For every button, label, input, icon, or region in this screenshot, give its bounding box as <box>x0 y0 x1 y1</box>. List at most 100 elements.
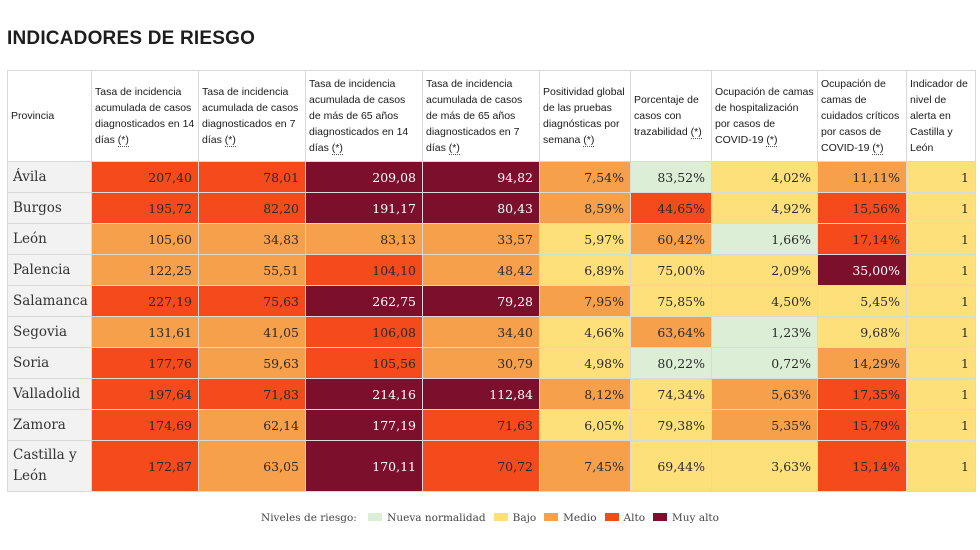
indicator-value-cell: 1 <box>906 161 976 193</box>
indicator-value-cell: 11,11% <box>817 161 907 193</box>
indicator-value-cell: 17,14% <box>817 223 907 255</box>
indicator-value-cell: 62,14 <box>198 409 306 441</box>
legend-item-label: Alto <box>623 512 646 524</box>
table-row: Zamora 174,69 62,14 177,19 71,63 6,05% 79,38% 5… <box>7 409 976 441</box>
column-header-6: Porcentaje de casos con trazabilidad (*) <box>630 70 712 162</box>
indicator-value-cell: 6,05% <box>539 409 631 441</box>
indicator-value-cell: 177,76 <box>91 347 199 379</box>
province-name-cell: Salamanca <box>7 285 92 317</box>
table-row: Ávila 207,40 78,01 209,08 94,82 7,54% 83,52% 4,… <box>7 161 976 193</box>
column-header-5: Positividad global de las pruebas diagnó… <box>539 70 631 162</box>
indicator-value-cell: 55,51 <box>198 254 306 286</box>
legend-label: Niveles de riesgo: <box>261 512 357 524</box>
indicator-value-cell: 80,43 <box>422 192 540 224</box>
column-header-text: Tasa de incidencia acumulada de casos di… <box>202 86 299 146</box>
table-row: Segovia 131,61 41,05 106,08 34,40 4,66% 63,64%… <box>7 316 976 348</box>
indicator-value-cell: 7,54% <box>539 161 631 193</box>
indicator-value-cell: 214,16 <box>305 378 423 410</box>
legend-swatch <box>544 513 559 521</box>
indicator-value-cell: 48,42 <box>422 254 540 286</box>
indicator-value-cell: 4,66% <box>539 316 631 348</box>
column-header-text: Positividad global de las pruebas diagnó… <box>543 86 625 146</box>
table-row: León 105,60 34,83 83,13 33,57 5,97% 60,42% 1,66… <box>7 223 976 255</box>
table-row: Soria 177,76 59,63 105,56 30,79 4,98% 80,22% 0,… <box>7 347 976 379</box>
table-header-row: Provincia Tasa de incidencia acumulada de… <box>7 70 976 162</box>
indicator-value-cell: 3,63% <box>711 440 818 492</box>
footnote-marker[interactable]: (*) <box>766 134 778 147</box>
indicator-value-cell: 74,34% <box>630 378 712 410</box>
footnote-marker[interactable]: (*) <box>583 134 595 147</box>
indicator-value-cell: 1 <box>906 192 976 224</box>
indicator-value-cell: 177,19 <box>305 409 423 441</box>
indicator-value-cell: 41,05 <box>198 316 306 348</box>
legend-item-medio: Medio <box>544 512 597 524</box>
column-header-3: Tasa de incidencia acumulada de casos de… <box>305 70 423 162</box>
table-row: Burgos 195,72 82,20 191,17 80,43 8,59% 44,65% 4… <box>7 192 976 224</box>
footnote-marker[interactable]: (*) <box>690 126 702 139</box>
footnote-marker[interactable]: (*) <box>331 142 343 155</box>
indicator-value-cell: 44,65% <box>630 192 712 224</box>
indicator-value-cell: 106,08 <box>305 316 423 348</box>
footnote-marker[interactable]: (*) <box>117 134 129 147</box>
indicator-value-cell: 5,97% <box>539 223 631 255</box>
indicator-value-cell: 1 <box>906 223 976 255</box>
province-name-cell: Palencia <box>7 254 92 286</box>
indicator-value-cell: 34,40 <box>422 316 540 348</box>
legend-item-alto: Alto <box>604 512 646 524</box>
indicator-value-cell: 4,92% <box>711 192 818 224</box>
indicator-value-cell: 4,50% <box>711 285 818 317</box>
legend-item-muyalto: Muy alto <box>653 512 719 524</box>
indicator-value-cell: 83,52% <box>630 161 712 193</box>
indicator-value-cell: 7,45% <box>539 440 631 492</box>
legend-item-label: Bajo <box>512 512 537 524</box>
province-name-cell: Burgos <box>7 192 92 224</box>
indicator-value-cell: 105,60 <box>91 223 199 255</box>
indicator-value-cell: 191,17 <box>305 192 423 224</box>
indicator-value-cell: 1 <box>906 316 976 348</box>
indicator-value-cell: 75,85% <box>630 285 712 317</box>
indicator-value-cell: 71,63 <box>422 409 540 441</box>
indicator-value-cell: 4,02% <box>711 161 818 193</box>
indicator-value-cell: 80,22% <box>630 347 712 379</box>
indicator-value-cell: 17,35% <box>817 378 907 410</box>
indicator-value-cell: 262,75 <box>305 285 423 317</box>
indicator-value-cell: 5,45% <box>817 285 907 317</box>
footnote-marker[interactable]: (*) <box>448 142 460 155</box>
indicator-value-cell: 78,01 <box>198 161 306 193</box>
legend-swatch <box>604 513 619 521</box>
indicator-value-cell: 79,38% <box>630 409 712 441</box>
indicator-value-cell: 122,25 <box>91 254 199 286</box>
province-name-cell: León <box>7 223 92 255</box>
column-header-text: Tasa de incidencia acumulada de casos de… <box>426 78 523 154</box>
indicator-value-cell: 197,64 <box>91 378 199 410</box>
table-body: Ávila 207,40 78,01 209,08 94,82 7,54% 83,52% 4,… <box>7 161 976 492</box>
indicator-value-cell: 7,95% <box>539 285 631 317</box>
province-name-cell: Valladolid <box>7 378 92 410</box>
indicator-value-cell: 75,63 <box>198 285 306 317</box>
legend-item-label: Nueva normalidad <box>387 512 486 524</box>
column-header-text: Tasa de incidencia acumulada de casos de… <box>309 78 409 154</box>
indicator-value-cell: 105,56 <box>305 347 423 379</box>
column-header-1: Tasa de incidencia acumulada de casos di… <box>91 70 199 162</box>
risk-indicators-table: Provincia Tasa de incidencia acumulada de… <box>7 70 976 492</box>
footnote-marker[interactable]: (*) <box>872 142 884 155</box>
legend-swatch <box>368 513 383 521</box>
indicator-value-cell: 63,64% <box>630 316 712 348</box>
indicator-value-cell: 30,79 <box>422 347 540 379</box>
legend-swatch <box>653 513 668 521</box>
indicator-value-cell: 174,69 <box>91 409 199 441</box>
column-header-4: Tasa de incidencia acumulada de casos de… <box>422 70 540 162</box>
indicator-value-cell: 94,82 <box>422 161 540 193</box>
indicator-value-cell: 83,13 <box>305 223 423 255</box>
indicator-value-cell: 1 <box>906 409 976 441</box>
indicator-value-cell: 4,98% <box>539 347 631 379</box>
province-name-cell: Ávila <box>7 161 92 193</box>
indicator-value-cell: 195,72 <box>91 192 199 224</box>
indicator-value-cell: 0,72% <box>711 347 818 379</box>
footnote-marker[interactable]: (*) <box>224 134 236 147</box>
indicator-value-cell: 63,05 <box>198 440 306 492</box>
province-name-cell: Zamora <box>7 409 92 441</box>
indicator-value-cell: 15,56% <box>817 192 907 224</box>
indicator-value-cell: 104,10 <box>305 254 423 286</box>
province-name-cell: Castilla y León <box>7 440 92 492</box>
